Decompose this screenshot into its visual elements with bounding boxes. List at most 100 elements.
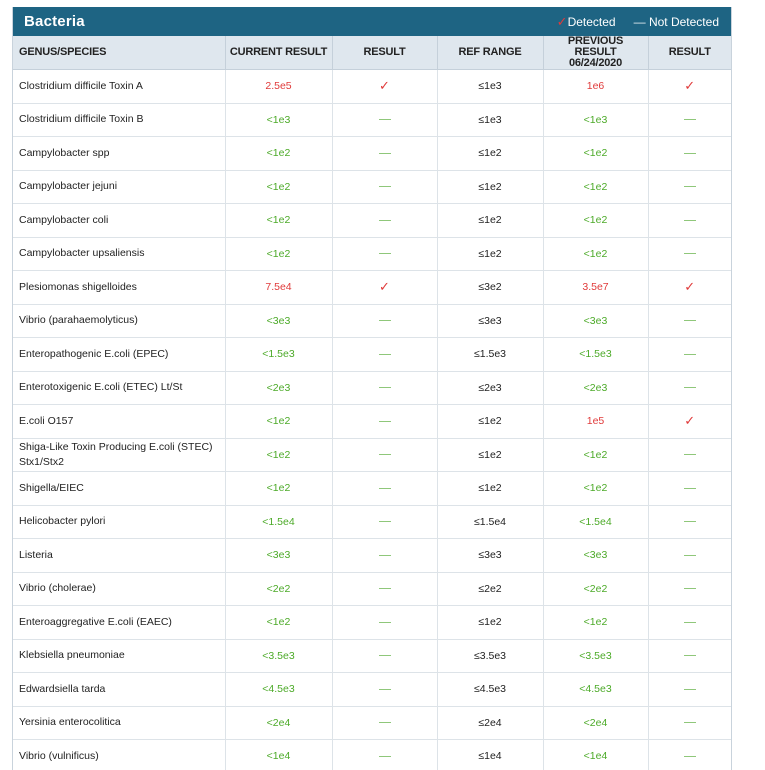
current-result: <1.5e3 bbox=[224, 337, 333, 372]
bacteria-panel: Bacteria ✓Detected — Not Detected GENUS/… bbox=[12, 7, 732, 770]
previous-result: <1e2 bbox=[542, 236, 649, 271]
col-ref-range: REF RANGE bbox=[436, 36, 544, 70]
dash-icon bbox=[683, 119, 696, 121]
current-flag bbox=[331, 739, 438, 770]
previous-flag: ✓ bbox=[647, 270, 731, 305]
ref-range: ≤1e3 bbox=[436, 69, 544, 104]
current-flag bbox=[331, 437, 438, 472]
dash-icon bbox=[683, 454, 696, 456]
previous-result: 1e6 bbox=[542, 69, 649, 104]
previous-flag bbox=[647, 638, 731, 673]
previous-result: <3e3 bbox=[542, 303, 649, 338]
dash-icon bbox=[683, 554, 696, 556]
dash-icon bbox=[683, 353, 696, 355]
current-flag bbox=[331, 203, 438, 238]
previous-flag: ✓ bbox=[647, 69, 731, 104]
current-result: <1e4 bbox=[224, 739, 333, 770]
table-row: Clostridium difficile Toxin A 2.5e5 ✓ ≤1e3 1… bbox=[13, 69, 731, 104]
ref-range: ≤3e2 bbox=[436, 270, 544, 305]
current-result: <2e3 bbox=[224, 370, 333, 405]
current-result: <3e3 bbox=[224, 538, 333, 573]
current-result: 2.5e5 bbox=[224, 69, 333, 104]
dash-icon: — bbox=[633, 14, 646, 29]
current-flag bbox=[331, 102, 438, 137]
organism-name: Vibrio (vulnificus) bbox=[13, 739, 226, 770]
legend-not-detected-label: Not Detected bbox=[648, 14, 719, 29]
check-icon: ✓ bbox=[379, 78, 390, 94]
current-result: <2e4 bbox=[224, 705, 333, 740]
organism-name: Clostridium difficile Toxin B bbox=[13, 102, 226, 137]
table-row: Klebsiella pneumoniae <3.5e3 ≤3.5e3 <3.5e3 bbox=[13, 638, 731, 673]
ref-range: ≤1.5e4 bbox=[436, 504, 544, 539]
col-previous-flag: RESULT bbox=[647, 36, 731, 70]
ref-range: ≤3e3 bbox=[436, 538, 544, 573]
table-row: Enteropathogenic E.coli (EPEC) <1.5e3 ≤1.5… bbox=[13, 337, 731, 372]
previous-result: <4.5e3 bbox=[542, 672, 649, 707]
dash-icon bbox=[683, 722, 696, 724]
current-flag bbox=[331, 605, 438, 640]
current-flag bbox=[331, 538, 438, 573]
dash-icon bbox=[683, 186, 696, 188]
current-flag bbox=[331, 471, 438, 506]
previous-flag bbox=[647, 236, 731, 271]
current-result: <1e2 bbox=[224, 437, 333, 472]
results-table: GENUS/SPECIES CURRENT RESULT RESULT REF … bbox=[13, 36, 731, 770]
current-flag bbox=[331, 337, 438, 372]
table-row: Plesiomonas shigelloides 7.5e4 ✓ ≤3e2 3.5e7 ✓ bbox=[13, 270, 731, 305]
previous-flag bbox=[647, 739, 731, 770]
organism-name: E.coli O157 bbox=[13, 404, 226, 439]
table-row: Shigella/EIEC <1e2 ≤1e2 <1e2 bbox=[13, 471, 731, 506]
dash-icon bbox=[378, 487, 391, 489]
table-row: Enteroaggregative E.coli (EAEC) <1e2 ≤1e2 <… bbox=[13, 605, 731, 640]
previous-flag bbox=[647, 136, 731, 171]
previous-flag bbox=[647, 705, 731, 740]
table-header-row: GENUS/SPECIES CURRENT RESULT RESULT REF … bbox=[13, 36, 731, 70]
ref-range: ≤1e2 bbox=[436, 437, 544, 472]
current-result: <1e2 bbox=[224, 203, 333, 238]
check-icon: ✓ bbox=[379, 279, 390, 295]
ref-range: ≤1e2 bbox=[436, 404, 544, 439]
table-row: Shiga-Like Toxin Producing E.coli (STEC)… bbox=[13, 437, 731, 472]
dash-icon bbox=[378, 454, 391, 456]
previous-flag bbox=[647, 504, 731, 539]
previous-result: <1e2 bbox=[542, 605, 649, 640]
dash-icon bbox=[683, 387, 696, 389]
dash-icon bbox=[378, 119, 391, 121]
current-result: <3e3 bbox=[224, 303, 333, 338]
previous-result: <1.5e4 bbox=[542, 504, 649, 539]
organism-name: Campylobacter jejuni bbox=[13, 169, 226, 204]
current-flag bbox=[331, 370, 438, 405]
dash-icon bbox=[683, 521, 696, 523]
previous-result: <1e2 bbox=[542, 471, 649, 506]
organism-name: Yersinia enterocolitica bbox=[13, 705, 226, 740]
previous-result: 1e5 bbox=[542, 404, 649, 439]
organism-name: Enteropathogenic E.coli (EPEC) bbox=[13, 337, 226, 372]
table-row: Campylobacter upsaliensis <1e2 ≤1e2 <1e2 bbox=[13, 236, 731, 271]
dash-icon bbox=[378, 588, 391, 590]
previous-flag bbox=[647, 437, 731, 472]
table-row: Vibrio (parahaemolyticus) <3e3 ≤3e3 <3e3 bbox=[13, 303, 731, 338]
dash-icon bbox=[378, 688, 391, 690]
previous-result: <1e2 bbox=[542, 136, 649, 171]
organism-name: Plesiomonas shigelloides bbox=[13, 270, 226, 305]
ref-range: ≤1e2 bbox=[436, 471, 544, 506]
col-previous-date: 06/24/2020 bbox=[568, 57, 623, 69]
table-row: Vibrio (vulnificus) <1e4 ≤1e4 <1e4 bbox=[13, 739, 731, 770]
ref-range: ≤1e2 bbox=[436, 605, 544, 640]
previous-result: <1e2 bbox=[542, 437, 649, 472]
ref-range: ≤2e2 bbox=[436, 571, 544, 606]
organism-name: Vibrio (parahaemolyticus) bbox=[13, 303, 226, 338]
previous-flag bbox=[647, 605, 731, 640]
table-row: Vibrio (cholerae) <2e2 ≤2e2 <2e2 bbox=[13, 571, 731, 606]
current-flag bbox=[331, 504, 438, 539]
dash-icon bbox=[378, 186, 391, 188]
organism-name: Campylobacter spp bbox=[13, 136, 226, 171]
current-result: <1e2 bbox=[224, 236, 333, 271]
ref-range: ≤2e4 bbox=[436, 705, 544, 740]
organism-name: Campylobacter upsaliensis bbox=[13, 236, 226, 271]
current-result: <1.5e4 bbox=[224, 504, 333, 539]
current-result: <2e2 bbox=[224, 571, 333, 606]
ref-range: ≤4.5e3 bbox=[436, 672, 544, 707]
dash-icon bbox=[683, 655, 696, 657]
current-flag bbox=[331, 571, 438, 606]
